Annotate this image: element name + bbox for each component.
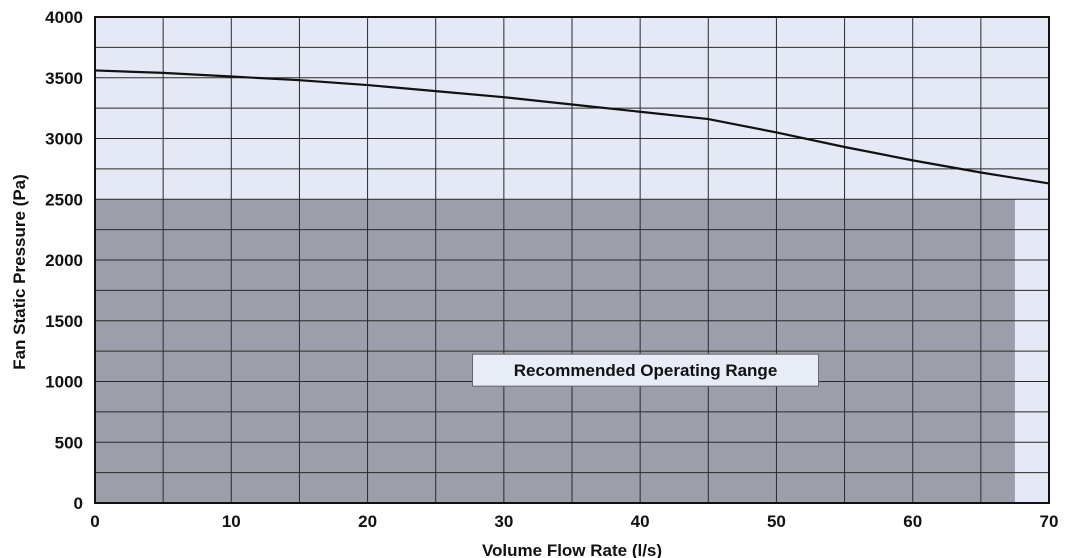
y-tick-label: 1500	[45, 312, 83, 331]
plot-frame	[94, 16, 1050, 504]
y-tick-label: 3000	[45, 130, 83, 149]
x-tick-label: 10	[222, 512, 241, 531]
y-tick-label: 0	[74, 494, 83, 513]
x-tick-label: 60	[903, 512, 922, 531]
annotation-label: Recommended Operating Range	[514, 361, 778, 380]
y-axis-label: Fan Static Pressure (Pa)	[10, 174, 29, 370]
x-tick-label: 70	[1040, 512, 1059, 531]
x-axis-label: Volume Flow Rate (l/s)	[482, 541, 662, 558]
x-tick-label: 0	[90, 512, 99, 531]
x-tick-label: 50	[767, 512, 786, 531]
annotation: Recommended Operating Range	[472, 353, 820, 387]
annotation-box	[472, 353, 820, 387]
y-tick-label: 2000	[45, 251, 83, 270]
x-tick-label: 40	[631, 512, 650, 531]
fan-curve-line	[94, 69, 1050, 185]
y-tick-label: 1000	[45, 373, 83, 392]
y-tick-label: 500	[55, 433, 83, 452]
y-tick-label: 3500	[45, 69, 83, 88]
y-tick-label: 4000	[45, 8, 83, 27]
x-tick-label: 30	[494, 512, 513, 531]
y-tick-label: 2500	[45, 190, 83, 209]
y-tick-labels: 0 500 1000 1500 2000 2500 3000 3500 4000	[45, 8, 83, 513]
x-tick-label: 20	[358, 512, 377, 531]
x-tick-labels: 0 10 20 30 40 50 60 70	[90, 512, 1058, 531]
